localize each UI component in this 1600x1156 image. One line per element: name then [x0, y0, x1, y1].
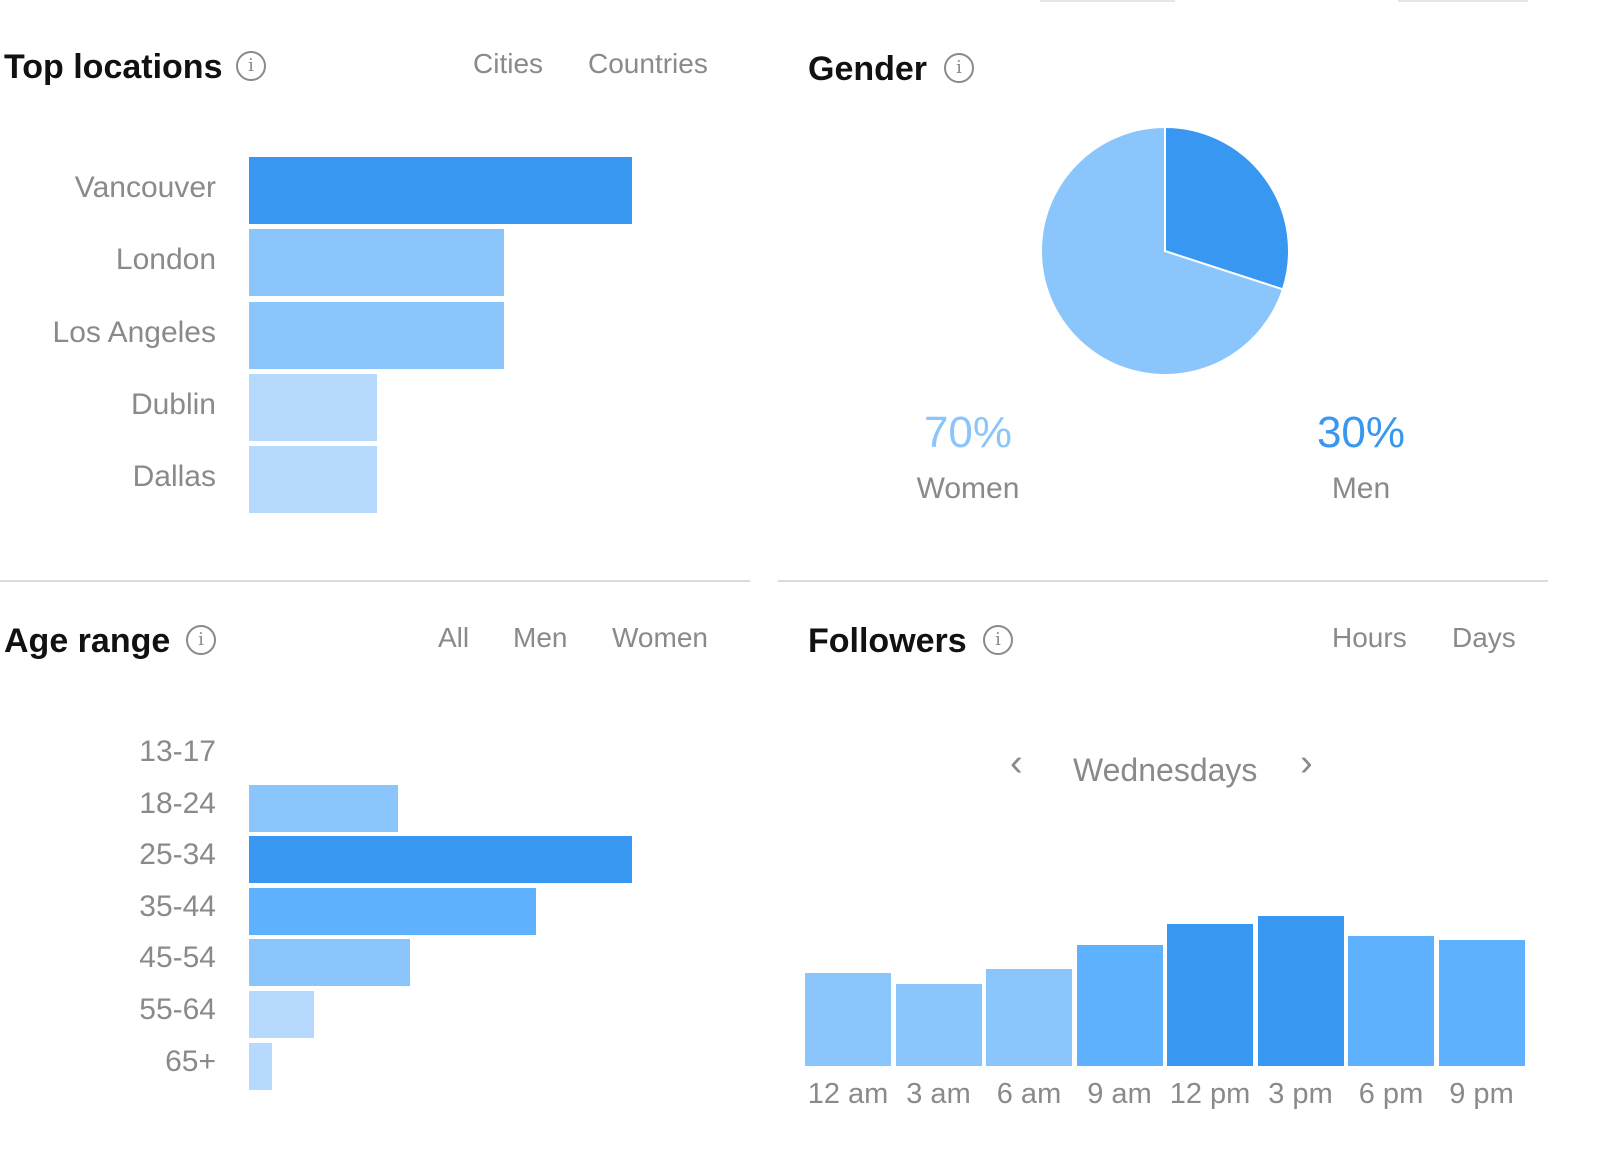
location-bar: [249, 157, 632, 224]
age-range-panel: Age range i All Men Women: [0, 582, 760, 1156]
info-icon[interactable]: i: [186, 625, 216, 655]
top-edge-line-2: [1398, 0, 1528, 2]
age-label: 35-44: [139, 889, 216, 923]
follower-bar: [1257, 916, 1344, 1066]
age-bar: [249, 991, 315, 1038]
tab-cities[interactable]: Cities: [473, 48, 544, 79]
follower-bar: [1076, 944, 1163, 1066]
followers-panel: Followers i Hours Days ‹ Wednesdays ›: [780, 582, 1580, 1156]
gender-panel: Gender i: [780, 0, 1580, 580]
age-label: 13-17: [139, 735, 216, 768]
women-percentage: 70%: [923, 408, 1013, 457]
tab-hours[interactable]: Hours: [1332, 622, 1407, 653]
info-icon[interactable]: i: [983, 625, 1013, 655]
top-edge-line-1: [1040, 0, 1175, 2]
follower-bar: [805, 973, 891, 1066]
info-icon[interactable]: i: [236, 51, 266, 81]
follower-bar: [1348, 935, 1434, 1066]
location-label: Los Angeles: [52, 315, 216, 349]
age-range-title: Age range: [4, 622, 171, 660]
location-label: Dublin: [130, 387, 216, 421]
age-bar: [249, 887, 537, 935]
hour-label: 6 am: [996, 1078, 1062, 1110]
location-bar: [249, 373, 377, 441]
tab-all[interactable]: All: [438, 622, 470, 653]
hour-label: 12 pm: [1169, 1078, 1251, 1110]
hour-label: 12 am: [807, 1078, 889, 1110]
hour-label: 9 pm: [1449, 1078, 1514, 1110]
location-label: Dallas: [132, 460, 216, 494]
tab-days[interactable]: Days: [1452, 622, 1516, 653]
age-label: 45-54: [139, 941, 216, 975]
women-label: Women: [916, 472, 1020, 505]
location-bar: [249, 301, 505, 369]
followers-title: Followers: [808, 622, 967, 660]
men-label: Men: [1331, 472, 1391, 505]
age-label: 25-34: [139, 838, 216, 872]
follower-bar: [895, 983, 982, 1066]
follower-bar: [1438, 940, 1525, 1066]
age-label: 18-24: [139, 786, 216, 820]
age-bar: [249, 939, 410, 987]
chevron-left-icon[interactable]: ‹: [1010, 742, 1023, 784]
age-label: 55-64: [139, 993, 216, 1026]
top-locations-title: Top locations: [4, 48, 223, 86]
day-selector-label: Wednesdays: [1073, 752, 1258, 788]
location-bar: [249, 446, 377, 514]
men-percentage: 30%: [1316, 408, 1406, 457]
follower-bar: [986, 968, 1072, 1066]
hour-label: 6 pm: [1358, 1078, 1424, 1110]
tab-countries[interactable]: Countries: [588, 48, 708, 79]
hour-label: 9 am: [1087, 1078, 1152, 1110]
divider-right: [778, 580, 1548, 582]
follower-bar: [1167, 923, 1253, 1066]
hour-label: 3 pm: [1268, 1078, 1333, 1110]
divider-left: [0, 580, 750, 582]
info-icon[interactable]: i: [944, 53, 974, 83]
age-bar: [249, 1042, 272, 1090]
gender-title: Gender: [808, 50, 928, 88]
top-locations-panel: Top locations i Cities Countries Vancouv…: [0, 0, 760, 580]
location-label: Vancouver: [74, 171, 216, 204]
hour-label: 3 am: [906, 1078, 971, 1110]
age-bar: [249, 784, 399, 832]
age-bar: [249, 836, 632, 884]
location-label: London: [115, 243, 216, 277]
location-bar: [249, 229, 505, 297]
age-label: 65+: [165, 1044, 216, 1078]
chevron-right-icon[interactable]: ›: [1300, 742, 1313, 784]
tab-women[interactable]: Women: [612, 622, 708, 653]
tab-men[interactable]: Men: [513, 622, 568, 653]
